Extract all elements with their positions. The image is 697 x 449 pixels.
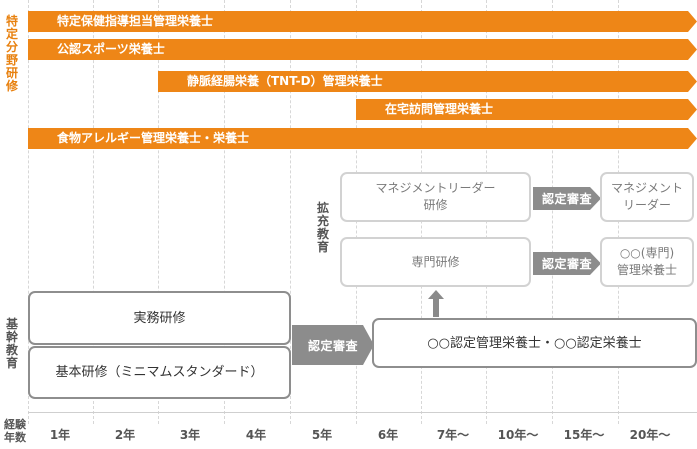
grid-line	[224, 0, 225, 424]
grid-line	[290, 0, 291, 424]
specialty-bar-food-allergy: 食物アレルギー管理栄養士・栄養士	[28, 128, 697, 149]
specialty-bar-parenteral-enteral: 静脈経腸栄養（TNT-D）管理栄養士	[158, 71, 697, 92]
basic-training-box: 基本研修（ミニマムスタンダード）	[28, 346, 291, 399]
grid-line	[158, 0, 159, 424]
axis-label-year-3: 3年	[179, 428, 201, 442]
grid-line	[552, 0, 553, 424]
specialty-bar-sports-nutrition: 公認スポーツ栄養士	[28, 39, 697, 60]
axis-label-year-4: 4年	[245, 428, 267, 442]
management-leader-box: マネジメント リーダー	[600, 172, 694, 222]
basic-education-label: 基幹教育	[5, 317, 18, 370]
axis-label-year-2: 2年	[114, 428, 136, 442]
grid-line	[93, 0, 94, 424]
specialty-bar-home-visit: 在宅訪問管理栄養士	[356, 99, 697, 120]
years-experience-label: 経験年数	[4, 418, 26, 444]
certified-dietitian-box: ○○認定管理栄養士・○○認定栄養士	[372, 318, 697, 368]
axis-label-year-7plus: 7年～	[436, 428, 470, 442]
cert-review-arrow-mid: 認定審査	[533, 252, 601, 275]
specialized-training-label: 特定分野研修	[5, 14, 18, 93]
specialist-training-box: 専門研修	[340, 237, 531, 287]
grid-line	[28, 0, 29, 424]
experience-axis-line	[28, 412, 697, 413]
cert-review-arrow-top: 認定審査	[533, 187, 601, 210]
management-leader-training-box: マネジメントリーダー 研修	[340, 172, 531, 222]
cert-review-arrow-basic: 認定審査	[292, 325, 374, 365]
axis-label-year-10plus: 10年～	[497, 428, 539, 442]
axis-label-year-6: 6年	[377, 428, 399, 442]
cert-review-label: 認定審査	[307, 338, 358, 353]
axis-label-year-15plus: 15年～	[563, 428, 605, 442]
cert-review-label: 認定審査	[541, 257, 592, 271]
specialist-dietitian-box: ○○(専門) 管理栄養士	[600, 237, 694, 287]
axis-label-year-5: 5年	[311, 428, 333, 442]
up-arrow	[428, 290, 444, 318]
expanded-education-label: 拡充教育	[316, 201, 329, 254]
specialty-bar-health-guidance: 特定保健指導担当管理栄養士	[28, 11, 697, 32]
axis-label-year-1: 1年	[49, 428, 71, 442]
practical-training-box: 実務研修	[28, 291, 291, 345]
axis-label-year-20plus: 20年～	[629, 428, 671, 442]
cert-review-label: 認定審査	[541, 192, 592, 206]
